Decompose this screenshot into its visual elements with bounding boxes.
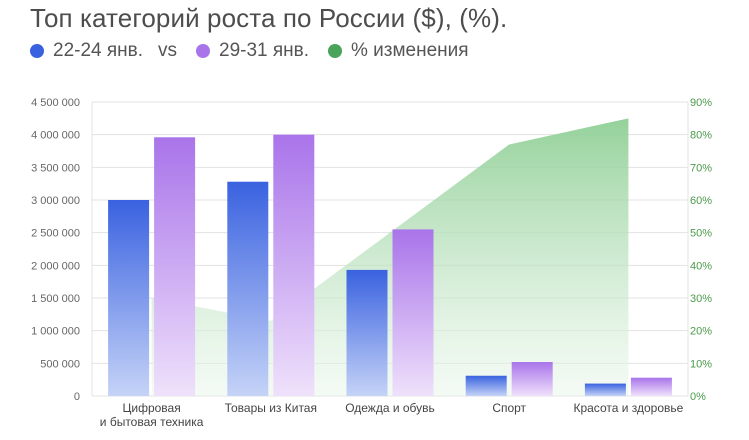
legend-dot-green <box>328 44 342 58</box>
legend-label-22-24: 22-24 янв. <box>53 40 144 61</box>
right-tick-label: 40% <box>690 260 712 272</box>
category-label: Одежда и обувь <box>345 401 435 415</box>
left-tick-label: 3 500 000 <box>31 162 80 174</box>
bar-22-24 <box>465 375 507 396</box>
change-area <box>151 118 629 396</box>
left-tick-label: 1 500 000 <box>31 293 80 305</box>
category-label-line: Товары из Китая <box>225 401 317 415</box>
left-tick-label: 2 500 000 <box>31 228 80 240</box>
category-label-line: и бытовая техника <box>100 415 204 429</box>
legend-item-29-31: 29-31 янв. <box>196 40 309 62</box>
right-tick-label: 70% <box>690 162 712 174</box>
legend-label-29-31: 29-31 янв. <box>219 40 310 61</box>
category-labels: Цифровая и бытовая техника Товары из Китая… <box>100 401 684 429</box>
category-label-line: Спорт <box>492 401 526 415</box>
left-tick-label: 3 000 000 <box>31 195 80 207</box>
legend-label-change: % изменения <box>351 40 469 61</box>
category-label-line: Цифровая <box>122 401 180 415</box>
left-axis: 0 500 000 1 000 000 1 500 000 2 000 000 2 500… <box>31 97 80 403</box>
bars <box>108 134 672 396</box>
left-tick-label: 0 <box>74 391 80 403</box>
change-area-fill <box>151 118 629 396</box>
right-tick-label: 50% <box>690 228 712 240</box>
left-tick-label: 500 000 <box>40 358 80 370</box>
legend-item-22-24: 22-24 янв. <box>30 40 143 62</box>
legend-vs: vs <box>158 40 177 61</box>
bar-29-31 <box>392 229 434 396</box>
bar-29-31 <box>273 134 315 396</box>
right-tick-label: 80% <box>690 130 712 142</box>
legend-item-change: % изменения <box>328 40 469 62</box>
bar-29-31 <box>154 137 196 396</box>
bar-22-24 <box>346 269 388 396</box>
category-label: Красота и здоровье <box>573 401 683 415</box>
bar-22-24 <box>227 181 269 396</box>
right-tick-label: 20% <box>690 326 712 338</box>
bar-29-31 <box>630 377 672 396</box>
category-label-line: Красота и здоровье <box>573 401 683 415</box>
legend-dot-purple <box>196 44 210 58</box>
left-tick-label: 2 000 000 <box>31 260 80 272</box>
right-tick-label: 30% <box>690 293 712 305</box>
right-axis: 0% 10% 20% 30% 40% 50% 60% 70% 80% 90% <box>690 97 712 403</box>
legend-dot-blue <box>30 44 44 58</box>
chart-title: Топ категорий роста по России ($), (%). <box>30 3 508 33</box>
category-label: Товары из Китая <box>225 401 317 415</box>
left-tick-label: 4 000 000 <box>31 130 80 142</box>
right-tick-label: 60% <box>690 195 712 207</box>
bar-29-31 <box>511 362 553 396</box>
right-tick-label: 10% <box>690 358 712 370</box>
left-tick-label: 4 500 000 <box>31 97 80 109</box>
left-tick-label: 1 000 000 <box>31 326 80 338</box>
category-label-line: Одежда и обувь <box>345 401 435 415</box>
right-tick-label: 90% <box>690 97 712 109</box>
bar-22-24 <box>108 200 150 396</box>
category-label: Цифровая и бытовая техника <box>100 401 204 429</box>
category-label: Спорт <box>492 401 526 415</box>
right-tick-label: 0% <box>690 391 706 403</box>
bar-22-24 <box>584 383 626 396</box>
